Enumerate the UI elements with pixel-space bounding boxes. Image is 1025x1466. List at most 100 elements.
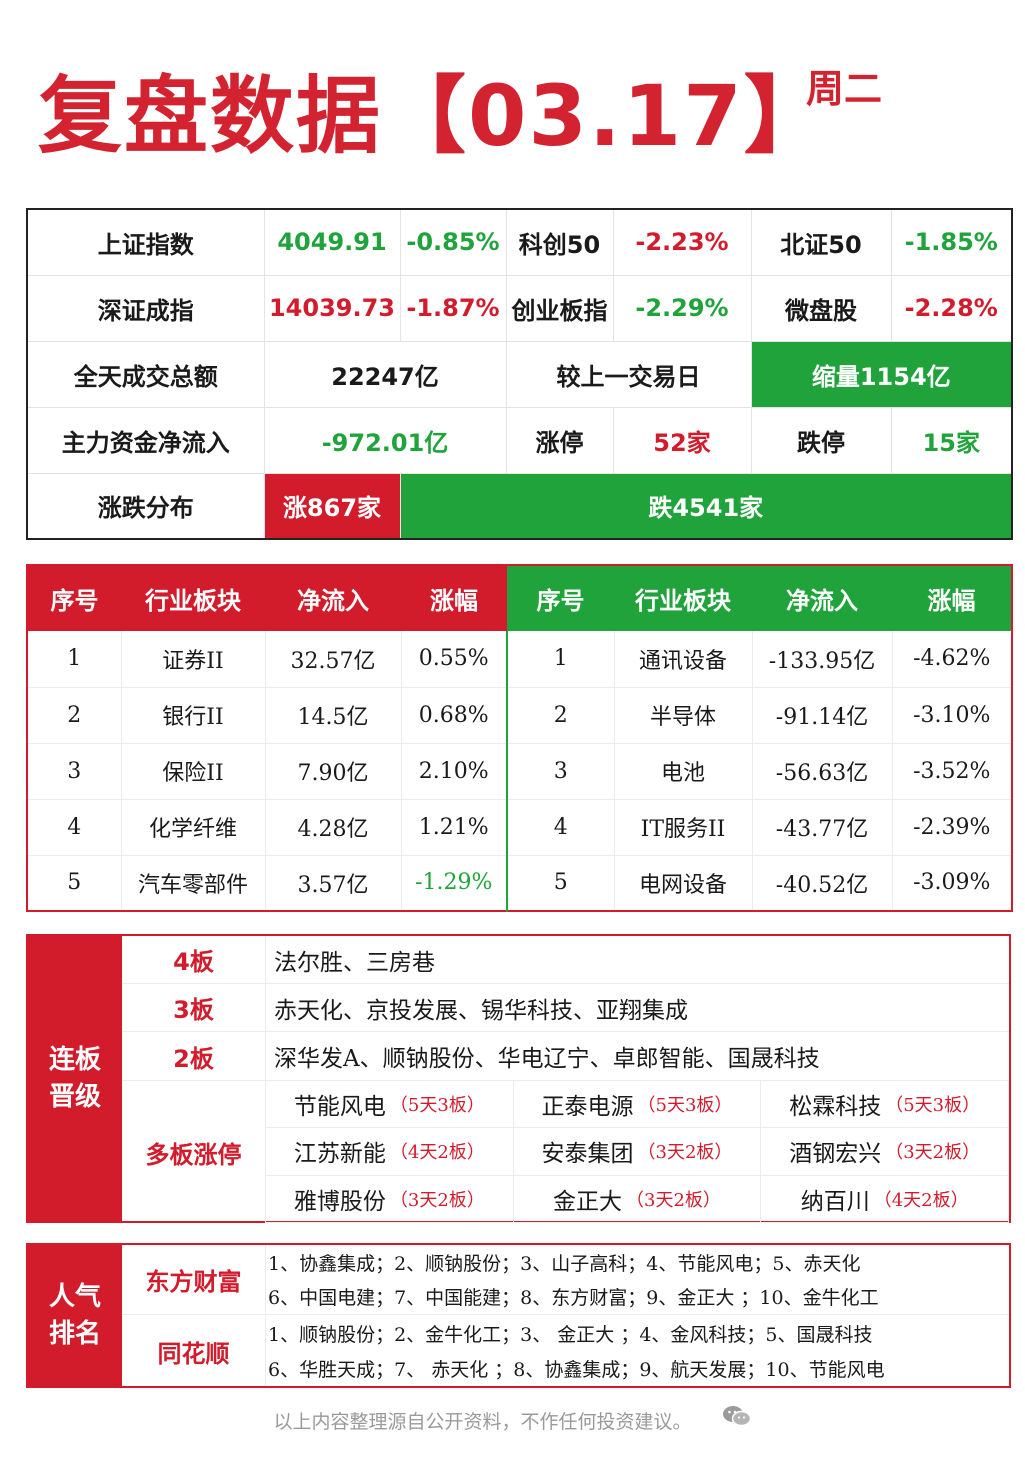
table-cell: 0.68% (401, 687, 508, 744)
summary-cell: 缩量1154亿 (750, 340, 1013, 408)
table-cell: -56.63亿 (752, 743, 893, 800)
table-cell: -3.09% (892, 855, 1013, 912)
ranking-line: 1、协鑫集成；2、顺钠股份；3、山子高科；4、节能风电；5、赤天化 (268, 1252, 861, 1275)
table-cell: -3.52% (892, 743, 1013, 800)
stock-note: （3天2板） (389, 1189, 485, 1211)
table-cell: 半导体 (614, 687, 753, 744)
table-cell: 电池 (614, 743, 753, 800)
stock-note: （4天2板） (873, 1189, 969, 1211)
table-cell: 3 (507, 743, 615, 800)
summary-row-2: 深证成指 14039.73 -1.87% 创业板指 -2.29% 微盘股 -2.… (26, 274, 1013, 342)
summary-cell: 涨跌分布 (26, 472, 265, 540)
stock-note: （5天3板） (389, 1095, 485, 1117)
side-header-line: 连板 (48, 1045, 101, 1076)
summary-cell: 涨停 (505, 406, 614, 474)
stock-name: 纳百川 (800, 1188, 870, 1215)
table-cell: 2.10% (401, 743, 508, 800)
table-cell: 0.55% (401, 631, 508, 688)
summary-cell: 跌停 (750, 406, 892, 474)
summary-row-3: 全天成交总额 22247亿 较上一交易日 缩量1154亿 (26, 340, 1013, 408)
limit-row: 4板 法尔胜、三房巷 (122, 936, 1009, 984)
down-count-cell: 跌4541家 (399, 472, 1013, 540)
stock-name: 松霖科技 (789, 1094, 882, 1121)
table-cell: 1 (507, 631, 615, 688)
multi-limit-item: 节能风电 （5天3板） (266, 1081, 514, 1129)
column-header: 序号 (27, 565, 121, 631)
multi-limit-grid: 节能风电 （5天3板） 正泰电源 （5天3板） 松霖科技 （5天3板） 江苏新能 （4天… (266, 1081, 1009, 1223)
wechat-icon (722, 1404, 752, 1434)
table-cell: -2.39% (892, 799, 1013, 856)
table-cell: 5 (507, 855, 615, 912)
column-header: 序号 (507, 565, 614, 631)
summary-cell: 较上一交易日 (505, 340, 752, 408)
table-row: 3 保险II 7.90亿 2.10% 3 电池 -56.63亿 -3.52% (27, 743, 1013, 800)
table-cell: -91.14亿 (752, 687, 893, 744)
side-header-line: 晋级 (48, 1081, 101, 1112)
stock-note: （5天3板） (637, 1095, 733, 1117)
column-header: 行业板块 (121, 565, 265, 631)
market-summary-table: 上证指数 4049.91 -0.85% 科创50 -2.23% 北证50 -1.… (26, 208, 1013, 540)
up-count-cell: 涨867家 (263, 472, 401, 540)
table-cell: 4.28亿 (265, 799, 402, 856)
summary-row-1: 上证指数 4049.91 -0.85% 科创50 -2.23% 北证50 -1.… (26, 208, 1013, 276)
section-side-header: 连板 晋级 (28, 936, 122, 1221)
sector-header-row: 序号 行业板块 净流入 涨幅 序号 行业板块 净流入 涨幅 (27, 565, 1012, 631)
summary-cell: -0.85% (399, 208, 507, 276)
stock-name: 正泰电源 (541, 1094, 634, 1121)
stock-note: （4天2板） (389, 1142, 485, 1164)
page-title: 复盘数据【03.17】 (38, 67, 830, 165)
summary-cell: 14039.73 (263, 274, 401, 342)
stock-note: （5天3板） (885, 1095, 981, 1117)
popularity-section: 人气 排名 东方财富 1、协鑫集成；2、顺钠股份；3、山子高科；4、节能风电；5… (26, 1243, 1011, 1388)
table-cell: 14.5亿 (265, 687, 402, 744)
summary-cell: -2.29% (612, 274, 752, 342)
stock-name: 江苏新能 (293, 1141, 386, 1168)
summary-cell: 52家 (612, 406, 752, 474)
table-cell: 5 (27, 855, 122, 912)
table-row: 1 证券II 32.57亿 0.55% 1 通讯设备 -133.95亿 -4.6… (27, 631, 1013, 688)
table-cell: -43.77亿 (752, 799, 893, 856)
ranking-line: 6、中国电建；7、中国能建；8、东方财富；9、金正大 ；10、金牛化工 (268, 1287, 879, 1310)
multi-limit-item: 酒钢宏兴 （3天2板） (761, 1128, 1009, 1176)
summary-cell: 北证50 (750, 208, 892, 276)
limit-level-label: 4板 (122, 936, 266, 983)
source-label-ths: 同花顺 (122, 1316, 266, 1386)
table-cell: 2 (507, 687, 615, 744)
multi-limit-label: 多板涨停 (122, 1081, 266, 1223)
column-header: 净流入 (265, 565, 401, 631)
table-row: 2 银行II 14.5亿 0.68% 2 半导体 -91.14亿 -3.10% (27, 687, 1013, 744)
multi-limit-item: 安泰集团 （3天2板） (513, 1128, 762, 1176)
disclaimer-text: 以上内容整理源自公开资料，不作任何投资建议。 (273, 1411, 692, 1433)
summary-cell: -972.01亿 (263, 406, 507, 474)
table-cell: 3 (27, 743, 122, 800)
source-label-eastmoney: 东方财富 (122, 1245, 266, 1315)
table-cell: 3.57亿 (265, 855, 402, 912)
summary-cell: -2.28% (890, 274, 1013, 342)
column-header: 涨幅 (892, 565, 1012, 631)
footer: 以上内容整理源自公开资料，不作任何投资建议。 (0, 1404, 1025, 1434)
ranking-line: 6、华胜天成；7、 赤天化 ；8、协鑫集成；9、航天发展；10、节能风电 (268, 1359, 885, 1381)
table-cell: 1 (27, 631, 122, 688)
column-header: 行业板块 (614, 565, 752, 631)
table-cell: -40.52亿 (752, 855, 893, 912)
multi-limit-item: 金正大 （3天2板） (513, 1175, 762, 1223)
side-header-line: 排名 (48, 1318, 101, 1349)
summary-cell: 主力资金净流入 (26, 406, 265, 474)
table-row: 5 汽车零部件 3.57亿 -1.29% 5 电网设备 -40.52亿 -3.0… (27, 855, 1013, 912)
table-cell: -1.29% (401, 855, 508, 912)
summary-cell: 全天成交总额 (26, 340, 265, 408)
summary-row-5: 涨跌分布 涨867家 跌4541家 (26, 472, 1013, 540)
multi-limit-item: 雅博股份 （3天2板） (266, 1175, 514, 1223)
limit-up-section: 连板 晋级 4板 法尔胜、三房巷 3板 赤天化、京投发展、锡华科技、亚翔集成 2… (26, 934, 1011, 1223)
table-cell: 2 (27, 687, 122, 744)
summary-cell: 创业板指 (505, 274, 614, 342)
table-cell: 1.21% (401, 799, 508, 856)
stock-name: 酒钢宏兴 (789, 1141, 882, 1168)
table-cell: -3.10% (892, 687, 1013, 744)
summary-cell: 上证指数 (26, 208, 265, 276)
stock-note: （3天2板） (885, 1142, 981, 1164)
summary-cell: 微盘股 (750, 274, 892, 342)
section-side-header: 人气 排名 (28, 1245, 122, 1386)
table-cell: 7.90亿 (265, 743, 402, 800)
multi-limit-item: 纳百川 （4天2板） (761, 1175, 1009, 1223)
